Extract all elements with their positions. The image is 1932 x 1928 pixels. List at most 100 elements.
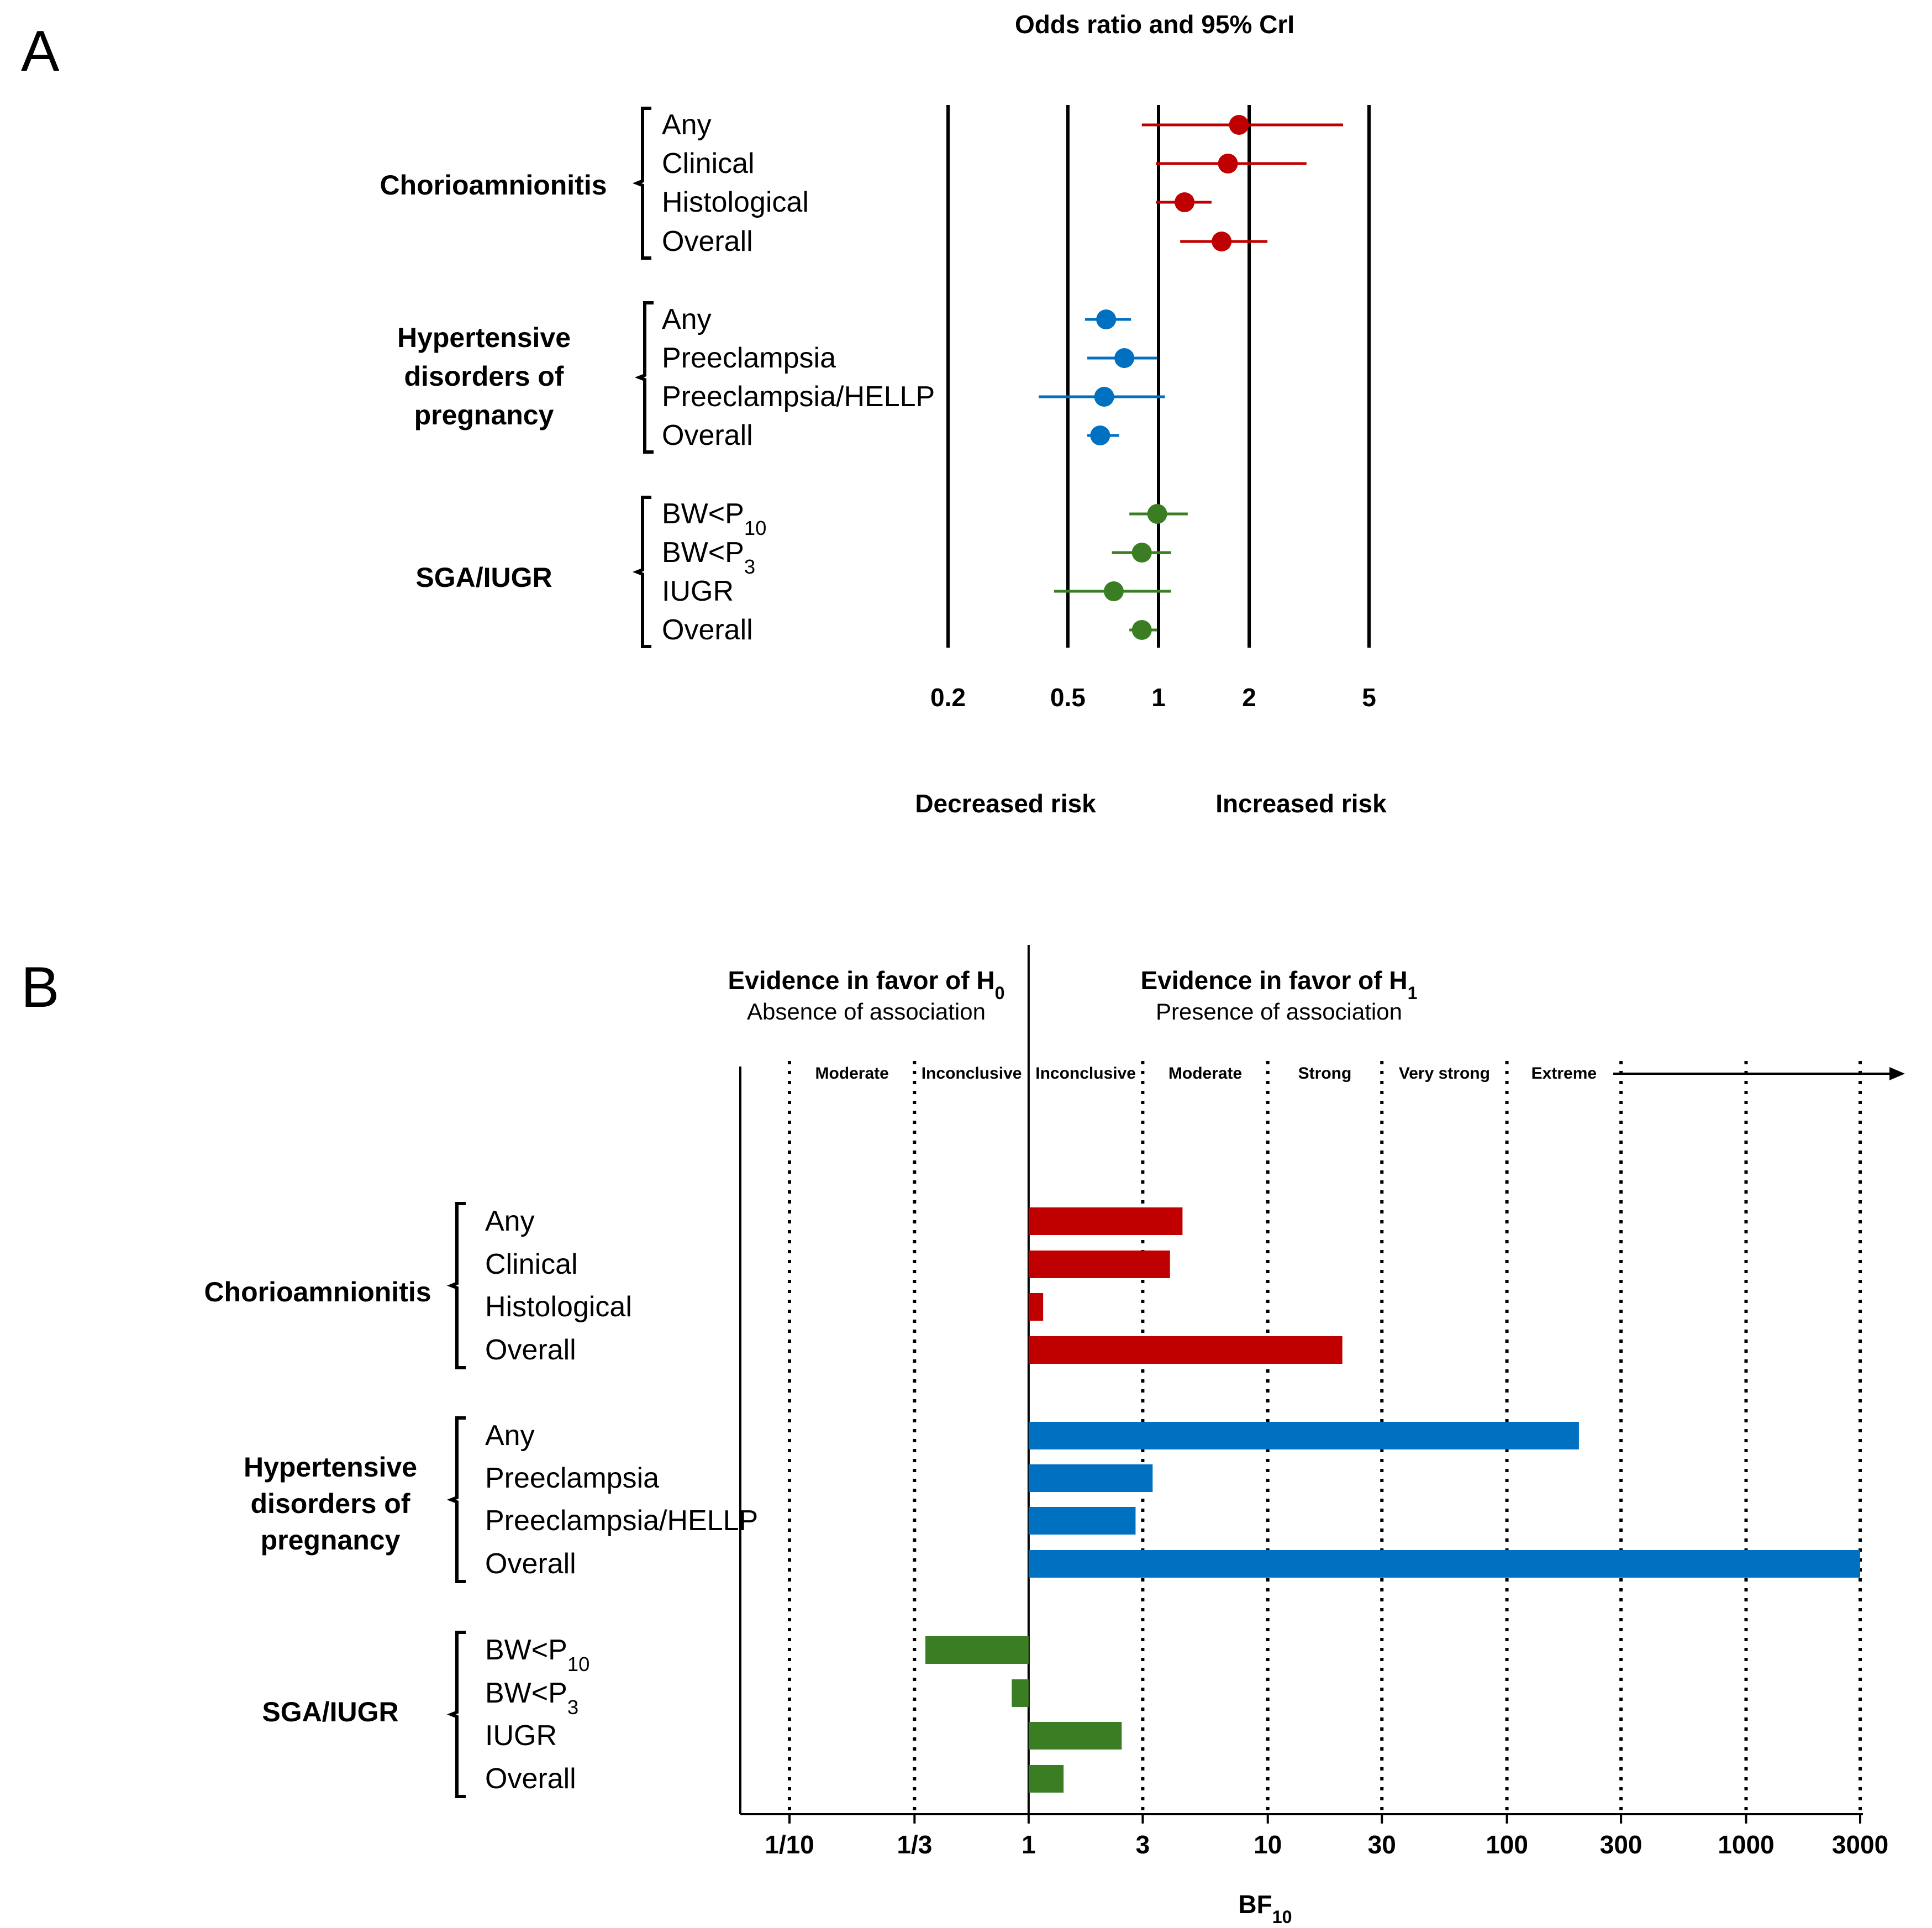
group-label: disorders of bbox=[404, 361, 564, 392]
point-estimate bbox=[1094, 387, 1114, 407]
x-tick-label: 2 bbox=[1242, 683, 1256, 712]
row-label: Any bbox=[662, 109, 712, 141]
point-estimate bbox=[1218, 154, 1238, 174]
bf-bar bbox=[1028, 1293, 1044, 1321]
point-estimate bbox=[1103, 581, 1124, 601]
h1-subtitle: Presence of association bbox=[1156, 999, 1402, 1025]
bf-bar bbox=[1028, 1550, 1860, 1578]
x-tick-label: 1 bbox=[1022, 1830, 1036, 1859]
x-tick-label: 3000 bbox=[1832, 1830, 1888, 1859]
row-label: IUGR bbox=[662, 575, 734, 607]
group-label: SGA/IUGR bbox=[415, 562, 552, 593]
row-label: Preeclampsia bbox=[485, 1462, 659, 1494]
chart-title: Odds ratio and 95% CrI bbox=[1015, 10, 1294, 39]
point-estimate bbox=[1229, 115, 1249, 135]
panel-b-letter: B bbox=[21, 955, 59, 1020]
group-label: Hypertensive bbox=[397, 322, 571, 353]
x-tick-label: 5 bbox=[1362, 683, 1376, 712]
bf-bar bbox=[1028, 1251, 1170, 1278]
bf-bar bbox=[1028, 1722, 1122, 1750]
point-estimate bbox=[1131, 543, 1152, 563]
x-tick-label: 10 bbox=[1254, 1830, 1282, 1859]
group-bracket bbox=[632, 496, 651, 648]
row-label: Overall bbox=[662, 419, 753, 451]
group-label: pregnancy bbox=[261, 1525, 401, 1556]
row-label: Any bbox=[485, 1205, 535, 1237]
h0-title: Evidence in favor of H0 bbox=[728, 966, 1004, 1003]
panel-a-forest-plot: Odds ratio and 95% CrI 0.2 0.5 1 2 5 Decreased… bbox=[380, 10, 1387, 818]
bf-bar bbox=[1028, 1464, 1153, 1492]
x-tick-label: 30 bbox=[1368, 1830, 1396, 1859]
group-label: pregnancy bbox=[414, 400, 554, 430]
point-estimate bbox=[1175, 192, 1195, 212]
row-label: Preeclampsia bbox=[662, 342, 836, 374]
x-tick-label: 0.5 bbox=[1050, 683, 1086, 712]
group-bracket bbox=[632, 107, 651, 260]
row-label: Any bbox=[662, 303, 712, 335]
x-tick-label: 300 bbox=[1600, 1830, 1643, 1859]
bf-bar bbox=[1028, 1507, 1136, 1535]
row-label: Histological bbox=[485, 1291, 632, 1323]
x-tick-label: 3 bbox=[1136, 1830, 1150, 1859]
point-estimate bbox=[1147, 504, 1167, 524]
bf-bar bbox=[1028, 1422, 1579, 1449]
row-label: BW<P10 bbox=[485, 1634, 589, 1675]
x-tick-label: 0.2 bbox=[930, 683, 966, 712]
row-label: Clinical bbox=[662, 148, 755, 180]
caption-increased-risk: Increased risk bbox=[1215, 789, 1387, 818]
group-label: Hypertensive bbox=[244, 1452, 417, 1483]
bf-bar bbox=[1028, 1336, 1343, 1364]
point-estimate bbox=[1131, 620, 1152, 640]
bf-bar bbox=[925, 1636, 1029, 1664]
point-estimate bbox=[1212, 232, 1232, 251]
h1-title: Evidence in favor of H1 bbox=[1140, 966, 1417, 1003]
group-label: disorders of bbox=[251, 1488, 410, 1519]
point-estimate bbox=[1096, 309, 1117, 329]
row-label: Overall bbox=[662, 225, 753, 258]
x-tick-label: 1/3 bbox=[897, 1830, 932, 1859]
group-bracket bbox=[634, 301, 654, 454]
group-bracket bbox=[446, 1416, 466, 1583]
evidence-zone-label: Inconclusive bbox=[1035, 1064, 1136, 1083]
x-tick-label: 1000 bbox=[1718, 1830, 1774, 1859]
group-label: Chorioamnionitis bbox=[204, 1276, 431, 1307]
point-estimate bbox=[1090, 425, 1110, 445]
evidence-zone-label: Inconclusive bbox=[922, 1064, 1022, 1083]
row-label: Any bbox=[485, 1420, 535, 1452]
evidence-zone-label: Very strong bbox=[1399, 1064, 1490, 1083]
row-label: Overall bbox=[485, 1334, 576, 1366]
x-tick-label: 1/10 bbox=[765, 1830, 814, 1859]
bf-bar bbox=[1012, 1679, 1029, 1707]
panel-a-letter: A bbox=[21, 19, 60, 83]
group-label: Chorioamnionitis bbox=[380, 170, 607, 201]
extreme-arrow-head bbox=[1889, 1067, 1905, 1080]
row-label: BW<P10 bbox=[662, 498, 766, 539]
evidence-zone-label: Strong bbox=[1298, 1064, 1352, 1083]
row-label: Preeclampsia/HELLP bbox=[662, 381, 935, 413]
x-tick-label: 100 bbox=[1486, 1830, 1528, 1859]
group-bracket bbox=[446, 1202, 466, 1369]
row-label: BW<P3 bbox=[485, 1677, 578, 1719]
row-label: Overall bbox=[485, 1763, 576, 1795]
row-label: Clinical bbox=[485, 1248, 578, 1280]
row-label: Histological bbox=[662, 186, 809, 218]
row-label: BW<P3 bbox=[662, 537, 755, 578]
row-label: Overall bbox=[662, 614, 753, 646]
h0-subtitle: Absence of association bbox=[747, 999, 986, 1025]
row-label: Overall bbox=[485, 1548, 576, 1580]
evidence-zone-label: Extreme bbox=[1531, 1064, 1597, 1083]
x-tick-label: 1 bbox=[1151, 683, 1166, 712]
group-label: SGA/IUGR bbox=[262, 1696, 398, 1727]
group-bracket bbox=[446, 1631, 466, 1798]
row-label: IUGR bbox=[485, 1720, 557, 1752]
caption-decreased-risk: Decreased risk bbox=[915, 789, 1096, 818]
x-axis-title: BF10 bbox=[1238, 1890, 1292, 1927]
row-label: Preeclampsia/HELLP bbox=[485, 1505, 758, 1537]
bf-bar bbox=[1028, 1207, 1183, 1235]
bf-bar bbox=[1028, 1765, 1064, 1793]
evidence-zone-label: Moderate bbox=[815, 1064, 888, 1083]
point-estimate bbox=[1114, 348, 1135, 368]
evidence-zone-label: Moderate bbox=[1168, 1064, 1242, 1083]
